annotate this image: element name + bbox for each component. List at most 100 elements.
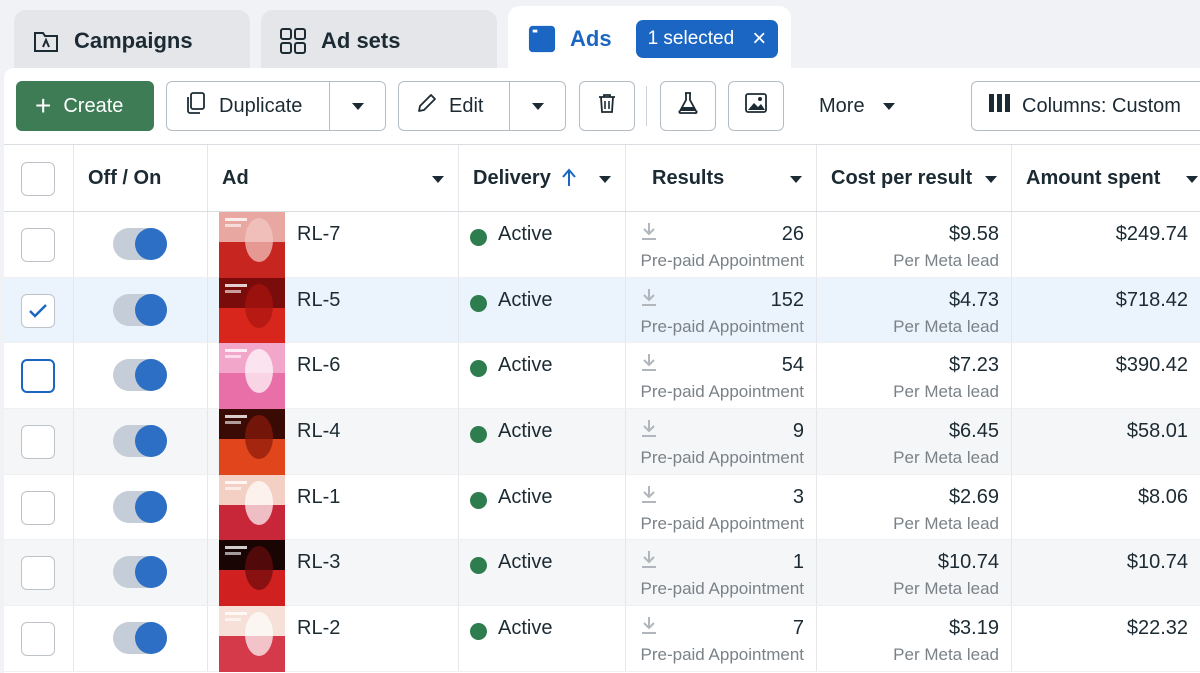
row-ad-cell[interactable]: RL-7: [208, 212, 459, 278]
header-delivery[interactable]: Delivery: [459, 145, 626, 211]
trash-icon: [595, 91, 619, 121]
table-body: RL-7 Active 26 Pre-paid Appointment $9.5…: [4, 212, 1200, 673]
ad-name[interactable]: RL-4: [297, 420, 341, 443]
edit-label: Edit: [449, 94, 484, 117]
results-value: 3: [792, 485, 804, 508]
clear-selection-close-icon[interactable]: ×: [752, 25, 767, 52]
row-ad-cell[interactable]: RL-3: [208, 540, 459, 607]
row-amount-cell: $58.01: [1012, 409, 1200, 474]
create-button[interactable]: + Create: [16, 81, 154, 131]
table-row[interactable]: RL-2 Active 7 Pre-paid Appointment $3.19…: [4, 606, 1200, 673]
ad-name[interactable]: RL-2: [297, 617, 341, 640]
ad-thumbnail[interactable]: [219, 212, 285, 278]
ad-name[interactable]: RL-6: [297, 354, 341, 377]
header-amount-spent[interactable]: Amount spent: [1012, 145, 1200, 211]
on-off-toggle[interactable]: [113, 293, 167, 326]
tab-campaigns-label: Campaigns: [74, 28, 193, 53]
toolbar-divider: [646, 86, 647, 126]
download-icon: [640, 549, 658, 574]
results-value: 9: [792, 420, 804, 443]
ad-name[interactable]: RL-5: [297, 288, 341, 311]
on-off-toggle[interactable]: [113, 556, 167, 589]
chevron-down-icon: [882, 102, 895, 110]
header-ad[interactable]: Ad: [208, 145, 459, 211]
ad-thumbnail[interactable]: [219, 343, 285, 410]
table-row[interactable]: RL-7 Active 26 Pre-paid Appointment $9.5…: [4, 212, 1200, 278]
edit-dropdown[interactable]: [509, 82, 565, 130]
columns-button[interactable]: Columns: Custom: [971, 81, 1200, 131]
on-off-toggle[interactable]: [113, 228, 167, 260]
delete-button[interactable]: [579, 81, 635, 131]
on-off-toggle[interactable]: [113, 490, 167, 523]
creative-button[interactable]: [728, 81, 784, 131]
chevron-down-icon[interactable]: [432, 176, 444, 183]
on-off-toggle[interactable]: [113, 359, 167, 392]
chevron-down-icon[interactable]: [599, 176, 611, 183]
on-off-toggle[interactable]: [113, 425, 167, 458]
chevron-down-icon[interactable]: [985, 176, 997, 183]
tab-campaigns[interactable]: Campaigns: [14, 10, 250, 72]
on-off-toggle[interactable]: [113, 622, 167, 655]
cost-value: $10.74: [937, 551, 999, 574]
row-select-cell: [4, 212, 74, 277]
results-value: 26: [781, 223, 804, 245]
create-label: Create: [63, 94, 124, 117]
row-ad-cell[interactable]: RL-1: [208, 474, 459, 541]
cost-type: Per Meta lead: [893, 382, 999, 402]
header-results[interactable]: Results: [626, 145, 817, 211]
status-dot: [470, 360, 487, 378]
row-amount-cell: $8.06: [1012, 475, 1200, 540]
table-row[interactable]: RL-3 Active 1 Pre-paid Appointment $10.7…: [4, 540, 1200, 607]
row-ad-cell[interactable]: RL-6: [208, 343, 459, 410]
table-row[interactable]: RL-5 Active 152 Pre-paid Appointment $4.…: [4, 277, 1200, 344]
row-ad-cell[interactable]: RL-4: [208, 409, 459, 476]
row-results-cell: 9 Pre-paid Appointment: [626, 409, 817, 474]
table-row[interactable]: RL-4 Active 9 Pre-paid Appointment $6.45…: [4, 409, 1200, 476]
duplicate-dropdown[interactable]: [329, 82, 385, 130]
download-icon: [640, 615, 658, 640]
row-checkbox[interactable]: [21, 228, 55, 262]
sort-ascending-icon[interactable]: [561, 168, 577, 188]
row-delivery-cell: Active: [459, 277, 626, 343]
row-cost-cell: $9.58 Per Meta lead: [817, 212, 1012, 277]
chevron-down-icon[interactable]: [790, 176, 802, 183]
row-checkbox[interactable]: [21, 490, 55, 525]
ad-name[interactable]: RL-1: [297, 485, 341, 508]
ad-thumbnail[interactable]: [219, 409, 285, 476]
header-toggle-label: Off / On: [88, 166, 162, 189]
results-type: Pre-paid Appointment: [640, 251, 805, 270]
row-checkbox[interactable]: [21, 359, 55, 394]
toggle-knob: [135, 556, 167, 589]
amount-spent-value: $22.32: [1126, 617, 1188, 640]
row-checkbox[interactable]: [21, 293, 55, 328]
row-ad-cell[interactable]: RL-5: [208, 277, 459, 344]
delivery-status: Active: [498, 420, 553, 443]
table-row[interactable]: RL-1 Active 3 Pre-paid Appointment $2.69…: [4, 474, 1200, 541]
ad-name[interactable]: RL-7: [297, 223, 341, 245]
table-row[interactable]: RL-6 Active 54 Pre-paid Appointment $7.2…: [4, 343, 1200, 410]
ad-thumbnail[interactable]: [219, 277, 285, 344]
ad-thumbnail[interactable]: [219, 606, 285, 673]
ad-thumbnail[interactable]: [219, 540, 285, 607]
pencil-icon: [415, 91, 439, 121]
amount-spent-value: $58.01: [1126, 420, 1188, 443]
edit-button[interactable]: Edit: [398, 81, 566, 131]
ad-thumbnail[interactable]: [219, 474, 285, 541]
row-checkbox[interactable]: [21, 556, 55, 591]
duplicate-button[interactable]: Duplicate: [166, 81, 386, 131]
row-checkbox[interactable]: [21, 425, 55, 460]
tab-ad-sets[interactable]: Ad sets: [261, 10, 497, 72]
chevron-down-icon[interactable]: [1186, 176, 1198, 183]
ad-name[interactable]: RL-3: [297, 551, 341, 574]
more-button[interactable]: More: [819, 81, 895, 131]
row-results-cell: 152 Pre-paid Appointment: [626, 277, 817, 343]
header-cost-per-result[interactable]: Cost per result: [817, 145, 1012, 211]
row-checkbox[interactable]: [21, 622, 55, 657]
select-all-checkbox[interactable]: [21, 162, 55, 196]
tab-ads[interactable]: Ads 1 selected ×: [508, 6, 791, 72]
cost-value: $2.69: [948, 485, 999, 508]
row-ad-cell[interactable]: RL-2: [208, 606, 459, 673]
row-toggle-cell: [74, 540, 208, 606]
chevron-down-icon: [531, 102, 544, 110]
ab-test-button[interactable]: [660, 81, 716, 131]
